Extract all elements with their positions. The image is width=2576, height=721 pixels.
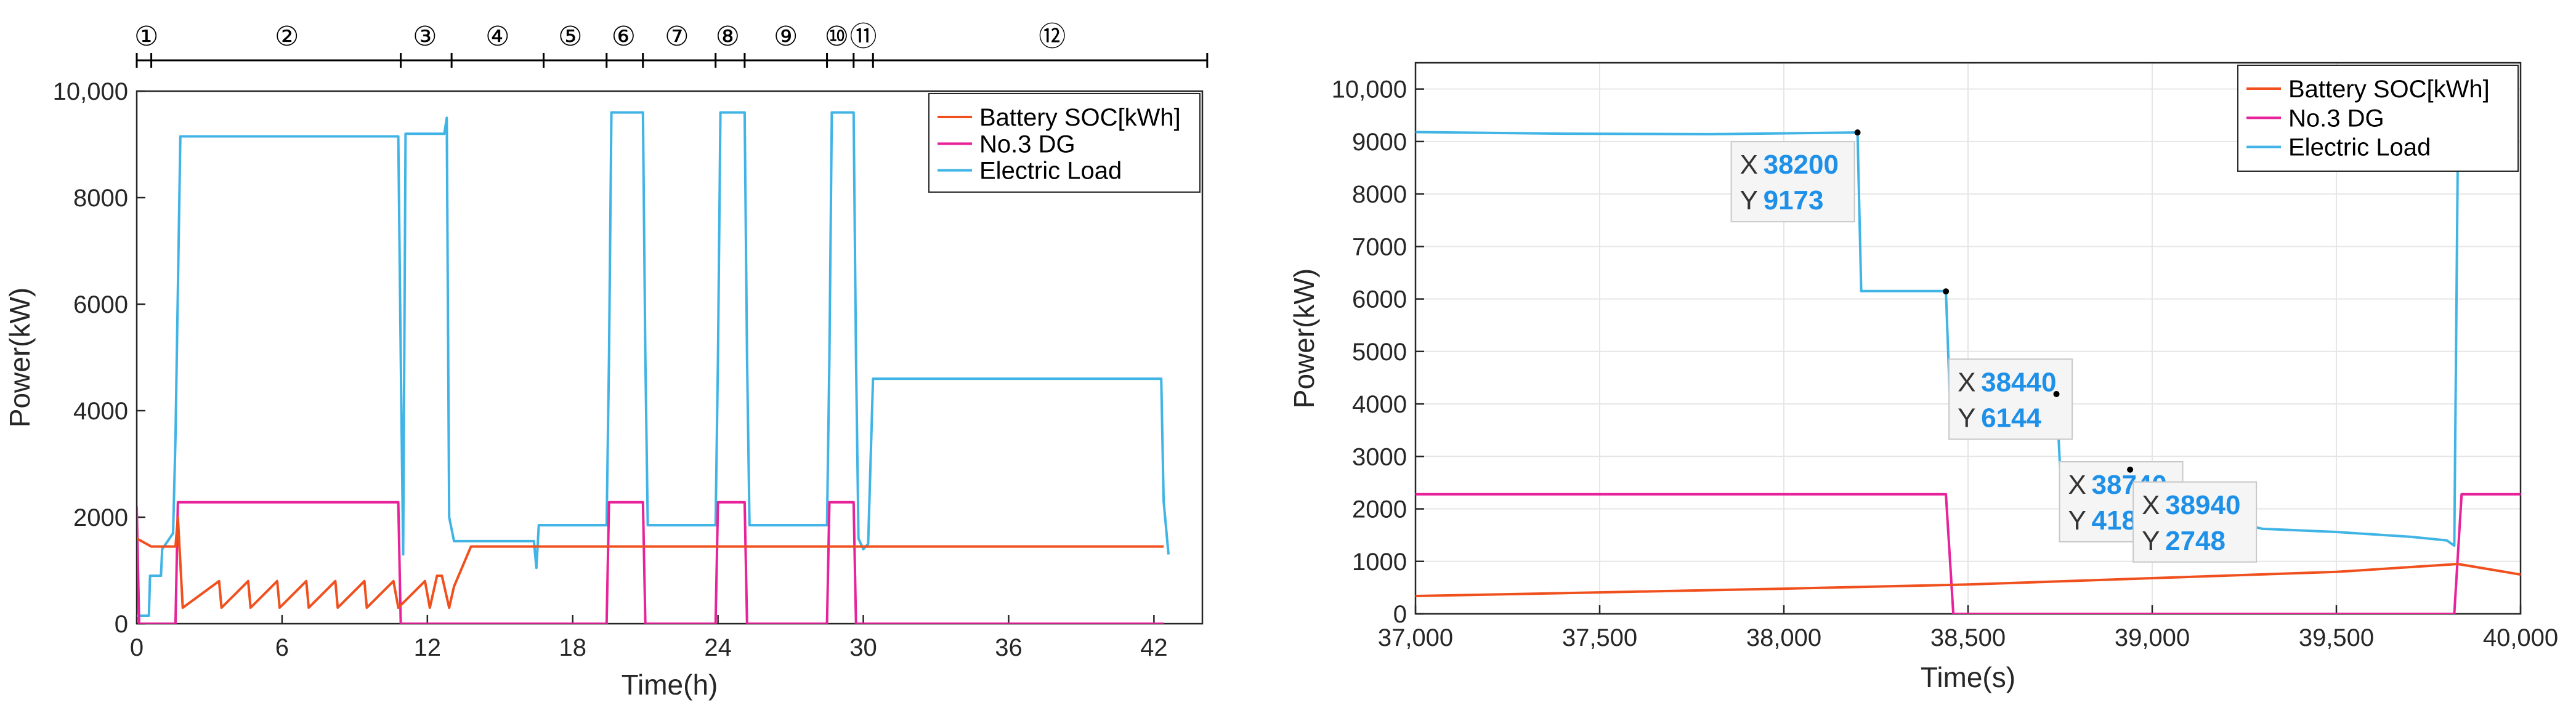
datatip-box xyxy=(1948,358,2073,440)
legend-box xyxy=(2237,65,2519,172)
datatip-y-key: Y xyxy=(1740,185,1758,215)
datatip-box xyxy=(2132,481,2258,563)
series-line-no-3-dg xyxy=(1416,493,2521,614)
datatip-x-value: 38200 xyxy=(1764,150,1839,180)
x-tick-label: 37,000 xyxy=(1378,624,1453,651)
y-tick-label: 0 xyxy=(1393,601,1407,628)
phase-label: ④ xyxy=(485,21,509,52)
x-tick-label: 24 xyxy=(704,634,732,661)
x-tick-label: 0 xyxy=(130,634,144,661)
phase-label: ③ xyxy=(413,21,437,52)
y-tick-label: 8000 xyxy=(1352,181,1407,208)
x-tick-label: 36 xyxy=(995,634,1023,661)
datatip-x-key: X xyxy=(2142,490,2160,520)
series-line-electric-load xyxy=(137,111,1170,617)
datatip-x-key: X xyxy=(2068,470,2086,500)
y-tick-label: 6000 xyxy=(1352,286,1407,313)
phase-label: ⑩ xyxy=(825,21,849,52)
y-tick-label: 7000 xyxy=(1352,233,1407,260)
datatip-y-key: Y xyxy=(2068,506,2086,536)
x-tick-label: 37,500 xyxy=(1562,624,1637,651)
datatip-x-value: 38440 xyxy=(1981,367,2056,397)
series-line-battery-soc-kwh- xyxy=(1416,563,2521,597)
x-tick-label: 39,000 xyxy=(2115,624,2190,651)
legend-label: No.3 DG xyxy=(2288,105,2384,132)
x-tick-label: 38,500 xyxy=(1930,624,2006,651)
y-tick-label: 1000 xyxy=(1352,549,1407,576)
y-tick-label: 2000 xyxy=(1352,496,1407,523)
y-tick-label: 4000 xyxy=(73,398,128,425)
y-tick-label: 9000 xyxy=(1352,129,1407,156)
datatip-x-value: 38940 xyxy=(2165,490,2240,520)
series-line-no-3-dg xyxy=(137,501,1164,624)
x-tick-label: 38,000 xyxy=(1746,624,1821,651)
y-tick-label: 4000 xyxy=(1352,391,1407,418)
datatip-marker xyxy=(1943,288,1950,295)
datatip-x-key: X xyxy=(1740,150,1758,180)
x-tick-label: 6 xyxy=(275,634,289,661)
phase-label: ⑧ xyxy=(716,21,740,52)
datatip-y-key: Y xyxy=(1958,403,1975,433)
x-tick-label: 39,500 xyxy=(2299,624,2374,651)
phase-label: ⑥ xyxy=(612,21,636,52)
datatip-marker xyxy=(1854,129,1861,136)
chart-left-time-hours: 0 6 12 18 24 30 36 42 0 2000 4000 6000 8000 10,000 Tim… xyxy=(4,21,1209,701)
phase-label: ① xyxy=(134,21,158,52)
datatip-y-value: 9173 xyxy=(1764,185,1824,215)
legend-label: No.3 DG xyxy=(979,131,1075,158)
x-tick-label: 18 xyxy=(559,634,586,661)
y-tick-label: 0 xyxy=(115,611,128,638)
x-tick-label: 40,000 xyxy=(2483,624,2558,651)
datatip-y-value: 2748 xyxy=(2165,526,2226,556)
phase-label: ⑦ xyxy=(665,21,689,52)
datatip-y-key: Y xyxy=(2142,526,2160,556)
x-tick-label: 30 xyxy=(849,634,877,661)
series-line-battery-soc-kwh- xyxy=(137,516,1164,609)
datatip-x-key: X xyxy=(1958,367,1975,397)
y-tick-label: 5000 xyxy=(1352,339,1407,366)
datatip-y-value: 6144 xyxy=(1981,403,2041,433)
phase-label: ⑪ xyxy=(850,21,877,52)
y-tick-label: 6000 xyxy=(73,291,128,318)
phase-label: ⑤ xyxy=(558,21,582,52)
phase-label: ⑫ xyxy=(1039,21,1066,52)
y-tick-label: 2000 xyxy=(73,504,128,531)
legend-label: Electric Load xyxy=(979,158,1122,185)
y-axis-label: Power(kW) xyxy=(4,288,36,427)
phase-label: ② xyxy=(275,21,299,52)
y-tick-label: 10,000 xyxy=(53,78,128,105)
x-axis-label: Time(h) xyxy=(622,669,718,701)
phase-label: ⑨ xyxy=(774,21,798,52)
chart-right-time-seconds: 37,000 37,500 38,000 38,500 39,000 39,500 40,0… xyxy=(1288,62,2558,693)
legend-label: Electric Load xyxy=(2288,134,2431,161)
x-axis-label: Time(s) xyxy=(1921,661,2015,693)
x-tick-label: 12 xyxy=(414,634,442,661)
y-tick-label: 10,000 xyxy=(1332,76,1407,103)
x-tick-label: 42 xyxy=(1140,634,1168,661)
legend-box xyxy=(928,93,1201,193)
y-tick-label: 8000 xyxy=(73,185,128,212)
y-axis-label: Power(kW) xyxy=(1288,268,1320,408)
legend-label: Battery SOC[kWh] xyxy=(979,104,1181,131)
legend-label: Battery SOC[kWh] xyxy=(2288,76,2490,103)
datatip-marker xyxy=(2053,390,2060,397)
datatip-box xyxy=(1730,141,1855,223)
y-tick-label: 3000 xyxy=(1352,443,1407,470)
datatip-marker xyxy=(2127,466,2134,473)
